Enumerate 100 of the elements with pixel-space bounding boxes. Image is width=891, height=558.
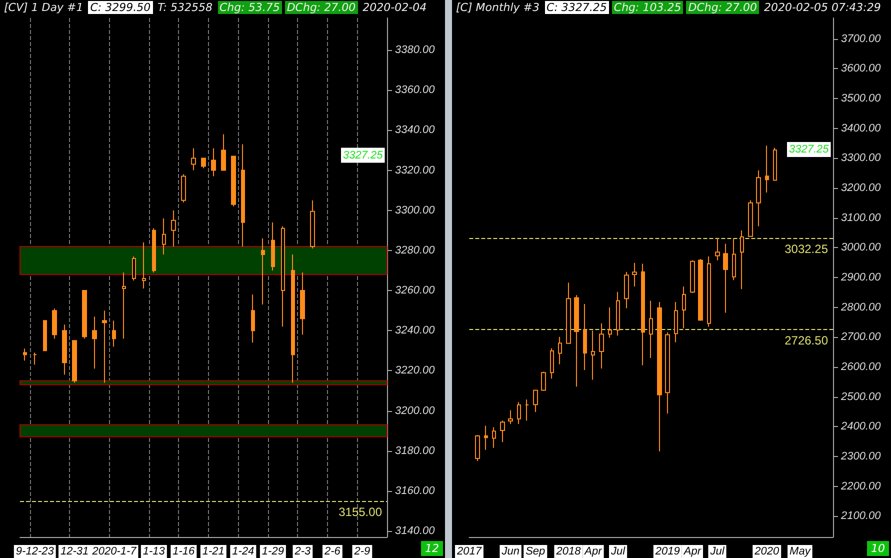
x-tick-label: Apr — [682, 546, 702, 558]
candlestick — [221, 134, 226, 171]
candlestick — [765, 145, 769, 193]
y-tick-label: 3200.00 — [395, 404, 436, 417]
candlestick — [616, 291, 620, 336]
x-tick-label: 2-9 — [353, 546, 370, 558]
y-tick-label: 2200.00 — [840, 480, 882, 492]
candlestick — [550, 348, 554, 380]
candlestick — [181, 174, 186, 203]
candlestick — [558, 336, 562, 365]
candlestick — [649, 300, 653, 359]
candlestick — [291, 254, 295, 384]
y-tick-label: 3100.00 — [841, 212, 882, 224]
y-tick-label: 3000.00 — [841, 242, 882, 254]
x-tick-label: 2017 — [456, 546, 482, 558]
x-tick-label: Jul — [610, 546, 626, 558]
y-tick-label: 2500.00 — [840, 390, 882, 403]
candlestick — [525, 398, 529, 422]
annotation: 3327.25 — [343, 149, 384, 162]
x-tick-label: 2018 — [555, 546, 582, 558]
candlestick — [82, 290, 87, 340]
candlestick — [508, 410, 513, 424]
candlestick — [191, 148, 196, 171]
candlestick — [492, 426, 496, 448]
text: C: 3327.25 — [544, 1, 609, 14]
text: T: 532558 — [156, 1, 214, 14]
candlestick — [707, 256, 711, 328]
y-tick-label: 3380.00 — [395, 44, 436, 56]
candlestick — [201, 158, 206, 169]
text: C: 3299.50 — [88, 1, 153, 14]
y-tick-label: 3220.00 — [395, 364, 436, 377]
annotation: 3327.25 — [789, 144, 830, 156]
candlestick — [33, 352, 37, 366]
candlestick — [43, 320, 47, 352]
y-tick-label: 3360.00 — [395, 84, 436, 96]
x-tick-label: 1-24 — [232, 546, 254, 558]
candlestick — [566, 282, 571, 344]
x-tick-label: 1-21 — [202, 546, 224, 558]
x-tick-label: Jul — [709, 546, 725, 558]
y-tick-label: 3140.00 — [395, 524, 436, 537]
candlestick — [740, 230, 744, 290]
chart-title: [CV] 1 Day #1 — [3, 1, 84, 14]
y-tick-label: 3400.00 — [841, 122, 882, 134]
candlestick — [690, 260, 695, 294]
candlestick — [251, 294, 255, 344]
text: 12 — [421, 541, 443, 556]
x-tick-label: May — [790, 546, 812, 558]
chart-title: [C] Monthly #3 — [455, 1, 541, 14]
candlestick — [122, 272, 126, 340]
text: 2020-02-05 07:43:29 — [763, 1, 882, 14]
y-tick-label: 3340.00 — [395, 124, 436, 136]
y-tick-label: 3300.00 — [841, 152, 882, 164]
y-tick-label: 3600.00 — [841, 62, 882, 75]
x-tick-label: Jun — [500, 546, 520, 558]
candlestick — [92, 316, 97, 370]
y-tick-label: 3180.00 — [395, 444, 436, 457]
candlestick — [533, 389, 538, 413]
candlestick — [632, 262, 637, 287]
ref-line-label: 3032.25 — [784, 242, 828, 256]
candlestick — [162, 218, 166, 255]
y-tick-label: 2100.00 — [840, 510, 882, 522]
candlestick — [281, 226, 285, 328]
candlestick — [62, 324, 67, 376]
x-tick-label: 2-6 — [323, 546, 342, 558]
text: 2020-02-04 — [362, 1, 428, 14]
x-tick-label: 1-29 — [262, 546, 284, 558]
candlestick — [657, 301, 662, 452]
y-tick-label: 2700.00 — [840, 331, 882, 344]
candlestick — [583, 304, 587, 370]
candlestick — [112, 320, 116, 348]
x-tick-label: 1-16 — [172, 546, 196, 558]
candlestick — [23, 348, 27, 362]
candlestick — [698, 258, 703, 322]
ref-line-label: 3155.00 — [338, 504, 382, 519]
y-tick-label: 2800.00 — [840, 301, 882, 314]
y-tick-label: 3280.00 — [395, 244, 436, 256]
candlestick — [171, 210, 176, 247]
candlestick — [72, 340, 77, 384]
x-tick-label: Apr — [584, 546, 604, 558]
x-tick-label: 2020-1-7 — [91, 546, 138, 558]
y-tick-label: 3200.00 — [841, 182, 882, 194]
x-tick-label: 9-12-23 — [16, 546, 55, 558]
candlestick — [574, 294, 579, 388]
ref-line-label: 2726.50 — [784, 333, 828, 348]
y-tick-label: 2300.00 — [840, 450, 882, 462]
candlestick — [231, 156, 236, 207]
candlestick — [102, 310, 107, 384]
candlestick — [748, 200, 753, 237]
text: Chg: 103.25 — [612, 1, 684, 14]
candlestick — [641, 263, 645, 366]
candlestick — [608, 306, 612, 338]
candlestick — [665, 332, 670, 414]
text: Chg: 53.75 — [218, 1, 282, 14]
candlestick — [674, 301, 678, 343]
candlestick — [484, 425, 488, 450]
candlestick — [541, 371, 546, 392]
candlestick — [723, 243, 728, 314]
candlestick — [241, 144, 245, 247]
candlestick — [211, 148, 216, 177]
y-tick-label: 2600.00 — [840, 360, 882, 373]
